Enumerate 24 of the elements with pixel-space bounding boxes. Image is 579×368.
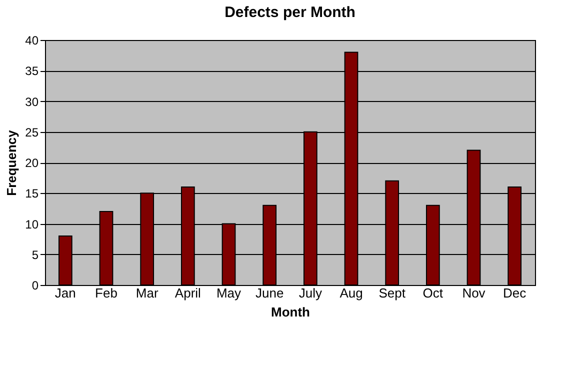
y-tick-label: 30	[25, 94, 39, 109]
y-tick-label: 40	[25, 34, 39, 48]
x-tick-label: April	[174, 286, 202, 300]
x-tick-label: Feb	[95, 286, 118, 300]
y-tick-label: 25	[25, 125, 39, 140]
y-tick-label: 15	[25, 186, 39, 201]
x-tick-label: June	[255, 286, 284, 300]
y-axis-title: Frequency	[4, 129, 20, 196]
y-tick-label: 10	[25, 217, 39, 232]
y-tick-label: 20	[25, 156, 39, 170]
y-tick-label: 35	[25, 64, 39, 78]
y-tick-label: 0	[32, 278, 39, 292]
x-tick-label: Dec	[503, 286, 527, 300]
y-tick-label: 5	[32, 248, 39, 262]
x-tick-label: July	[298, 286, 322, 300]
chart-title: Defects per Month	[224, 4, 356, 21]
x-tick-label: May	[216, 286, 242, 300]
x-tick-label: Oct	[422, 286, 444, 300]
x-tick-label: Aug	[340, 286, 363, 300]
x-tick-label: Sept	[378, 286, 406, 300]
x-tick-label: Mar	[136, 286, 159, 300]
x-tick-label: Nov	[462, 286, 486, 300]
x-tick-label: Jan	[54, 286, 76, 300]
x-axis-title: Month	[271, 304, 310, 320]
